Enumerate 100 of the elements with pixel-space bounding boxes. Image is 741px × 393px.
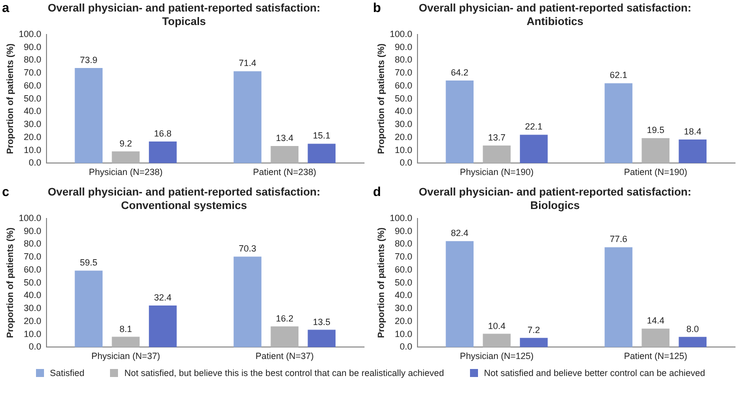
data-label: 59.5 xyxy=(80,258,98,268)
legend-label: Not satisfied, but believe this is the best control that can be realistically achieved xyxy=(124,368,444,378)
text: d xyxy=(373,184,381,199)
data-label: 73.9 xyxy=(80,55,98,65)
y-axis-title: Proportion of patients (%) xyxy=(4,44,15,154)
y-tick-label: 20.0 xyxy=(394,316,412,326)
y-tick-label: 30.0 xyxy=(394,303,412,314)
data-label: 14.4 xyxy=(646,316,664,326)
legend-label: Satisfied xyxy=(50,368,84,378)
data-label: 9.2 xyxy=(119,138,132,148)
bar xyxy=(148,142,177,164)
y-tick-label: 20.0 xyxy=(394,132,412,142)
y-tick-label: 20.0 xyxy=(24,316,42,326)
x-tick-label: Physician (N=125) xyxy=(460,351,534,362)
y-tick-label: 90.0 xyxy=(394,226,412,236)
bar xyxy=(604,247,632,348)
y-tick-label: 10.0 xyxy=(24,328,42,339)
data-label: 19.5 xyxy=(646,125,664,136)
y-tick-label: 20.0 xyxy=(24,132,42,142)
legend-label: Not satisfied and believe better control can be achieved xyxy=(484,368,706,378)
bar xyxy=(482,334,511,348)
y-tick-label: 50.0 xyxy=(24,93,42,104)
x-tick-label: Patient (N=125) xyxy=(624,351,688,362)
data-label: 13.5 xyxy=(312,316,330,327)
bar xyxy=(308,144,336,164)
bar xyxy=(678,140,707,164)
y-tick-label: 30.0 xyxy=(394,119,412,130)
data-label: 22.1 xyxy=(525,122,543,132)
y-tick-label: 0.0 xyxy=(400,342,412,352)
x-tick-label: Physician (N=190) xyxy=(460,167,534,178)
data-label: 8.1 xyxy=(119,324,132,334)
y-tick-label: 80.0 xyxy=(24,238,42,249)
y-tick-label: 60.0 xyxy=(394,80,412,90)
bar xyxy=(148,305,177,348)
data-label: 62.1 xyxy=(610,70,628,80)
x-tick-label: Patient (N=37) xyxy=(255,351,314,362)
y-tick-label: 80.0 xyxy=(24,54,42,65)
bar xyxy=(270,326,298,348)
bar xyxy=(520,338,548,348)
y-tick-label: 0.0 xyxy=(28,158,42,168)
bar xyxy=(308,330,336,348)
y-tick-label: 80.0 xyxy=(394,54,412,65)
y-tick-label: 10.0 xyxy=(394,144,412,155)
y-tick-label: 80.0 xyxy=(394,238,412,249)
y-tick-label: 70.0 xyxy=(394,68,412,78)
bar xyxy=(74,270,103,348)
y-tick-label: 10.0 xyxy=(394,328,412,339)
y-tick-label: 0.0 xyxy=(28,342,42,352)
y-tick-label: 40.0 xyxy=(394,106,412,116)
y-tick-label: 50.0 xyxy=(394,277,412,288)
bar xyxy=(520,134,548,164)
bar xyxy=(234,71,262,164)
text: c xyxy=(2,184,10,199)
y-tick-label: 90.0 xyxy=(24,42,42,52)
y-tick-label: 100.0 xyxy=(18,212,42,223)
bar xyxy=(446,80,474,164)
bar xyxy=(446,241,474,348)
data-label: 16.8 xyxy=(154,128,172,139)
bar xyxy=(270,146,298,164)
x-tick-label: Physician (N=238) xyxy=(88,167,163,178)
chart-title: Overall physician- and patient-reported satisfaction: Conventional systemics xyxy=(48,186,320,212)
data-label: 32.4 xyxy=(154,292,172,302)
y-tick-label: 70.0 xyxy=(394,252,412,262)
data-label: 10.4 xyxy=(488,320,506,331)
data-label: 16.2 xyxy=(276,313,294,324)
y-tick-label: 70.0 xyxy=(24,68,42,78)
data-label: 77.6 xyxy=(610,234,628,244)
bar xyxy=(74,68,103,164)
x-tick-label: Patient (N=190) xyxy=(624,167,688,178)
y-tick-label: 90.0 xyxy=(394,42,412,52)
y-tick-label: 30.0 xyxy=(24,119,42,130)
y-tick-label: 100.0 xyxy=(18,28,42,39)
y-tick-label: 30.0 xyxy=(24,303,42,314)
data-label: 13.4 xyxy=(276,132,294,143)
chart-title: Overall physician- and patient-reported satisfaction: Antibiotics xyxy=(418,2,692,28)
y-tick-label: 70.0 xyxy=(24,252,42,262)
bar xyxy=(678,336,707,348)
data-label: 70.3 xyxy=(238,244,256,254)
data-label: 82.4 xyxy=(450,228,468,238)
bar xyxy=(604,83,632,164)
y-tick-label: 100.0 xyxy=(390,28,412,39)
bar xyxy=(234,256,262,348)
bar xyxy=(642,138,670,164)
bar xyxy=(112,336,140,348)
x-tick-label: Physician (N=37) xyxy=(91,351,160,362)
y-axis-title: Proportion of patients (%) xyxy=(376,44,386,154)
y-tick-label: 100.0 xyxy=(390,212,412,223)
data-label: 71.4 xyxy=(238,58,256,68)
y-tick-label: 60.0 xyxy=(24,80,42,90)
y-tick-label: 10.0 xyxy=(24,144,42,155)
y-tick-label: 90.0 xyxy=(24,226,42,236)
chart-title: Overall physician- and patient-reported satisfaction: Topicals xyxy=(48,2,320,28)
y-axis-title: Proportion of patients (%) xyxy=(4,228,15,338)
y-tick-label: 40.0 xyxy=(394,290,412,300)
text: a xyxy=(2,0,10,15)
y-tick-label: 50.0 xyxy=(24,277,42,288)
data-label: 18.4 xyxy=(684,126,702,136)
bar xyxy=(482,146,511,164)
bar xyxy=(112,151,140,164)
data-label: 13.7 xyxy=(488,132,506,143)
